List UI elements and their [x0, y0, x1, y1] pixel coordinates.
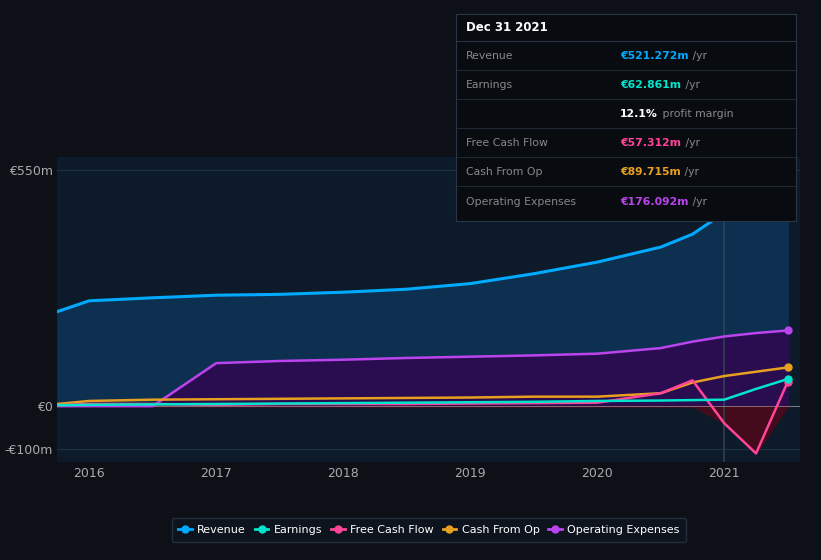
Text: /yr: /yr: [681, 167, 699, 178]
Text: /yr: /yr: [681, 138, 699, 148]
Text: 12.1%: 12.1%: [620, 109, 658, 119]
Text: Dec 31 2021: Dec 31 2021: [466, 21, 548, 34]
Text: /yr: /yr: [681, 80, 699, 90]
Text: /yr: /yr: [690, 51, 708, 61]
Text: €89.715m: €89.715m: [620, 167, 681, 178]
Text: €62.861m: €62.861m: [620, 80, 681, 90]
Text: Earnings: Earnings: [466, 80, 512, 90]
Text: Revenue: Revenue: [466, 51, 513, 61]
Text: €521.272m: €521.272m: [620, 51, 689, 61]
Text: Operating Expenses: Operating Expenses: [466, 197, 576, 207]
Text: Cash From Op: Cash From Op: [466, 167, 542, 178]
Legend: Revenue, Earnings, Free Cash Flow, Cash From Op, Operating Expenses: Revenue, Earnings, Free Cash Flow, Cash …: [172, 518, 686, 542]
Text: €176.092m: €176.092m: [620, 197, 688, 207]
Text: Free Cash Flow: Free Cash Flow: [466, 138, 548, 148]
Text: /yr: /yr: [689, 197, 707, 207]
Text: profit margin: profit margin: [658, 109, 733, 119]
Text: €57.312m: €57.312m: [620, 138, 681, 148]
